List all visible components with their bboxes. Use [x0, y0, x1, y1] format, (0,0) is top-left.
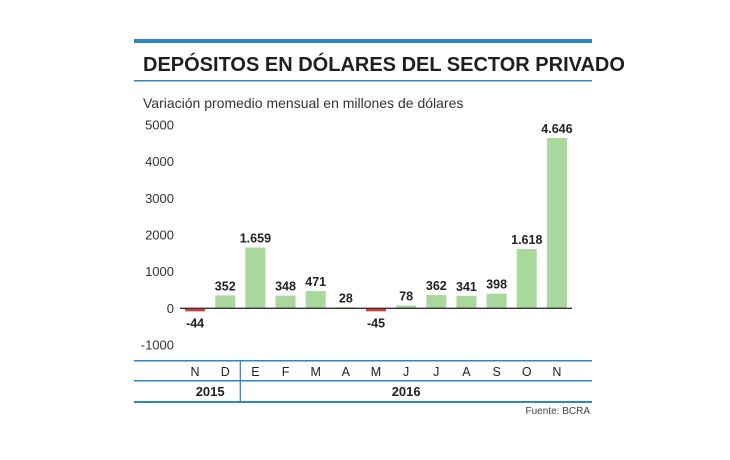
bar	[275, 295, 296, 309]
x-axis-middle-rule	[134, 380, 592, 382]
bars	[185, 137, 567, 312]
data-label: 28	[339, 291, 353, 305]
bar	[546, 137, 567, 309]
y-tick-label: 2000	[145, 228, 174, 243]
y-tick-label: 5000	[145, 118, 174, 133]
data-label: 348	[275, 280, 296, 294]
y-tick-label: 3000	[145, 191, 174, 206]
bar	[456, 295, 477, 309]
x-tick-label: O	[522, 365, 532, 379]
x-axis-top-rule	[134, 360, 592, 362]
data-label: 78	[399, 289, 413, 303]
source-note: Fuente: BCRA	[526, 406, 591, 417]
bar	[366, 308, 386, 312]
y-axis: 5000 4000 3000 2000 1000 0 -1000	[141, 118, 174, 353]
chart-subtitle: Variación promedio mensual en millones d…	[143, 95, 463, 111]
bar	[215, 295, 236, 309]
year-label: 2015	[196, 384, 225, 399]
data-label: 1.618	[511, 233, 542, 247]
x-tick-label: N	[552, 365, 561, 379]
data-label: 398	[486, 278, 507, 292]
data-label: 352	[215, 279, 236, 293]
data-label: 362	[426, 279, 447, 293]
x-tick-label: N	[191, 365, 200, 379]
y-tick-label: 1000	[145, 264, 174, 279]
data-label: 1.659	[240, 232, 271, 246]
data-label: -45	[367, 316, 385, 330]
bar	[305, 291, 326, 309]
y-tick-label: -1000	[141, 338, 174, 353]
bar	[185, 308, 206, 312]
x-tick-label: A	[342, 365, 351, 379]
year-label: 2016	[392, 384, 421, 399]
data-labels: -44 352 1.659 348 471 28 -45 78 362 341 398 1.618 4.…	[186, 122, 573, 330]
x-tick-label: E	[251, 365, 259, 379]
x-tick-label: J	[433, 365, 439, 379]
x-axis-bottom-rule	[134, 401, 592, 403]
x-axis: N D E F M A M J J A S O N 2015 2016	[134, 360, 592, 403]
chart-title: DEPÓSITOS EN DÓLARES DEL SECTOR PRIVADO	[143, 52, 625, 76]
x-tick-label: A	[462, 365, 471, 379]
bar	[245, 247, 266, 309]
title-top-bar	[134, 39, 592, 43]
bar	[516, 249, 537, 309]
data-label: 4.646	[541, 122, 572, 136]
x-tick-label: S	[492, 365, 500, 379]
bar	[426, 295, 447, 309]
data-label: 341	[456, 280, 477, 294]
y-tick-label: 4000	[145, 154, 174, 169]
bar	[396, 305, 417, 309]
x-tick-label: F	[282, 365, 290, 379]
data-label: -44	[186, 316, 204, 330]
data-label: 471	[305, 275, 326, 289]
x-tick-label: M	[371, 365, 381, 379]
title-bottom-rule	[134, 80, 592, 82]
bar	[486, 293, 507, 309]
y-tick-label: 0	[167, 301, 174, 316]
x-tick-label: J	[403, 365, 409, 379]
x-tick-label: M	[310, 365, 320, 379]
x-tick-label: D	[221, 365, 230, 379]
